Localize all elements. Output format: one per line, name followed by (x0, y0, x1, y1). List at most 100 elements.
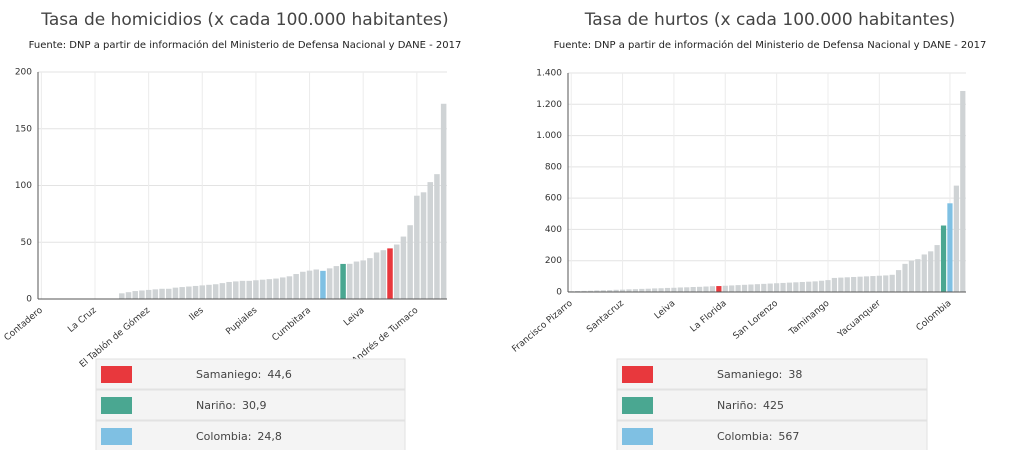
legend-swatch (101, 428, 132, 445)
y-tick-label: 0 (556, 288, 562, 298)
legend-text: Colombia: 567 (717, 430, 799, 443)
legend-value: 24,8 (257, 430, 282, 443)
x-tick-label: Santacruz (585, 298, 626, 335)
bar (353, 261, 360, 299)
bar (607, 290, 613, 292)
bar (613, 289, 619, 292)
x-tick-label: La Florida (689, 299, 729, 335)
legend-value: 425 (763, 399, 784, 412)
chart-title: Tasa de hurtos (x cada 100.000 habitante… (584, 10, 956, 30)
bar (320, 270, 326, 299)
bar (239, 280, 246, 299)
legend-value: 30,9 (242, 399, 267, 412)
bar (709, 286, 716, 292)
bar (639, 288, 645, 292)
legend-label: Nariño: (196, 399, 236, 412)
bar (179, 287, 185, 299)
bar (367, 258, 373, 299)
bar (145, 289, 152, 299)
bar (420, 192, 427, 299)
y-tick-label: 150 (15, 124, 32, 134)
x-tick-label: Yacuanquer (836, 298, 883, 340)
bar (313, 269, 320, 299)
y-tick-label: 800 (545, 162, 562, 172)
bar (266, 279, 273, 299)
legend-row (616, 358, 928, 390)
bar (400, 236, 407, 299)
bar (844, 277, 850, 292)
bar (799, 281, 805, 292)
legend-text: Samaniego: 44,6 (196, 368, 292, 381)
y-tick-label: 50 (21, 238, 33, 248)
bar (587, 290, 594, 292)
bar (626, 289, 632, 292)
bar (233, 281, 239, 299)
y-tick-label: 1.400 (536, 69, 562, 79)
bar (206, 284, 212, 299)
bar (947, 203, 953, 292)
bar (407, 225, 413, 299)
bar (754, 284, 760, 292)
legend-swatch (622, 397, 653, 414)
bar (889, 274, 895, 292)
bar (246, 280, 252, 299)
chart-subtitle: Fuente: DNP a partir de información del … (554, 39, 987, 51)
x-tick-label: Leiva (342, 306, 367, 329)
bar (199, 285, 206, 299)
x-tick-label: San Lorenzo (731, 298, 780, 341)
bar (306, 270, 313, 299)
x-tick-label: Francisco Pizarro (511, 298, 576, 354)
bar (393, 244, 400, 299)
bar (440, 103, 447, 299)
legend-swatch (101, 366, 132, 383)
legend-label: Samaniego: (717, 368, 782, 381)
legend-value: 567 (778, 430, 799, 443)
legend-swatch (101, 397, 132, 414)
bar (825, 280, 831, 292)
bar (780, 282, 786, 292)
bar (286, 276, 293, 299)
bar (915, 259, 921, 292)
bar (806, 281, 812, 292)
bar (716, 286, 722, 292)
bar (748, 284, 754, 292)
bar (696, 286, 703, 292)
bar (159, 288, 165, 299)
x-tick-label: La Cruz (66, 305, 99, 335)
bar (722, 285, 728, 292)
bar (340, 263, 346, 299)
bar (360, 260, 366, 299)
legend-text: Colombia: 24,8 (196, 430, 282, 443)
bar (581, 290, 587, 292)
bar (152, 289, 159, 299)
bar (690, 286, 696, 292)
bar (594, 290, 600, 292)
y-tick-label: 100 (15, 181, 32, 191)
bar (380, 250, 387, 299)
bar (934, 245, 940, 292)
bar (812, 281, 818, 292)
legend-value: 38 (788, 368, 802, 381)
bar (326, 268, 333, 299)
bar (793, 282, 799, 292)
bar (851, 276, 857, 292)
legend-row (616, 420, 928, 452)
bar (434, 174, 440, 299)
bar (192, 285, 199, 299)
bar (132, 291, 138, 299)
bar (387, 248, 393, 299)
bar (908, 260, 915, 292)
bar (928, 251, 934, 292)
bar (883, 275, 889, 292)
bar (172, 287, 179, 299)
x-tick-label: Cumbitara (270, 306, 313, 344)
y-tick-label: 600 (545, 194, 562, 204)
legend-label: Nariño: (717, 399, 757, 412)
x-tick-label: Contadero (3, 305, 46, 343)
bar (786, 282, 793, 292)
bar (427, 182, 433, 299)
bar (960, 90, 966, 292)
bar (703, 286, 709, 292)
bar (735, 285, 741, 292)
legend-label: Colombia: (196, 430, 251, 443)
